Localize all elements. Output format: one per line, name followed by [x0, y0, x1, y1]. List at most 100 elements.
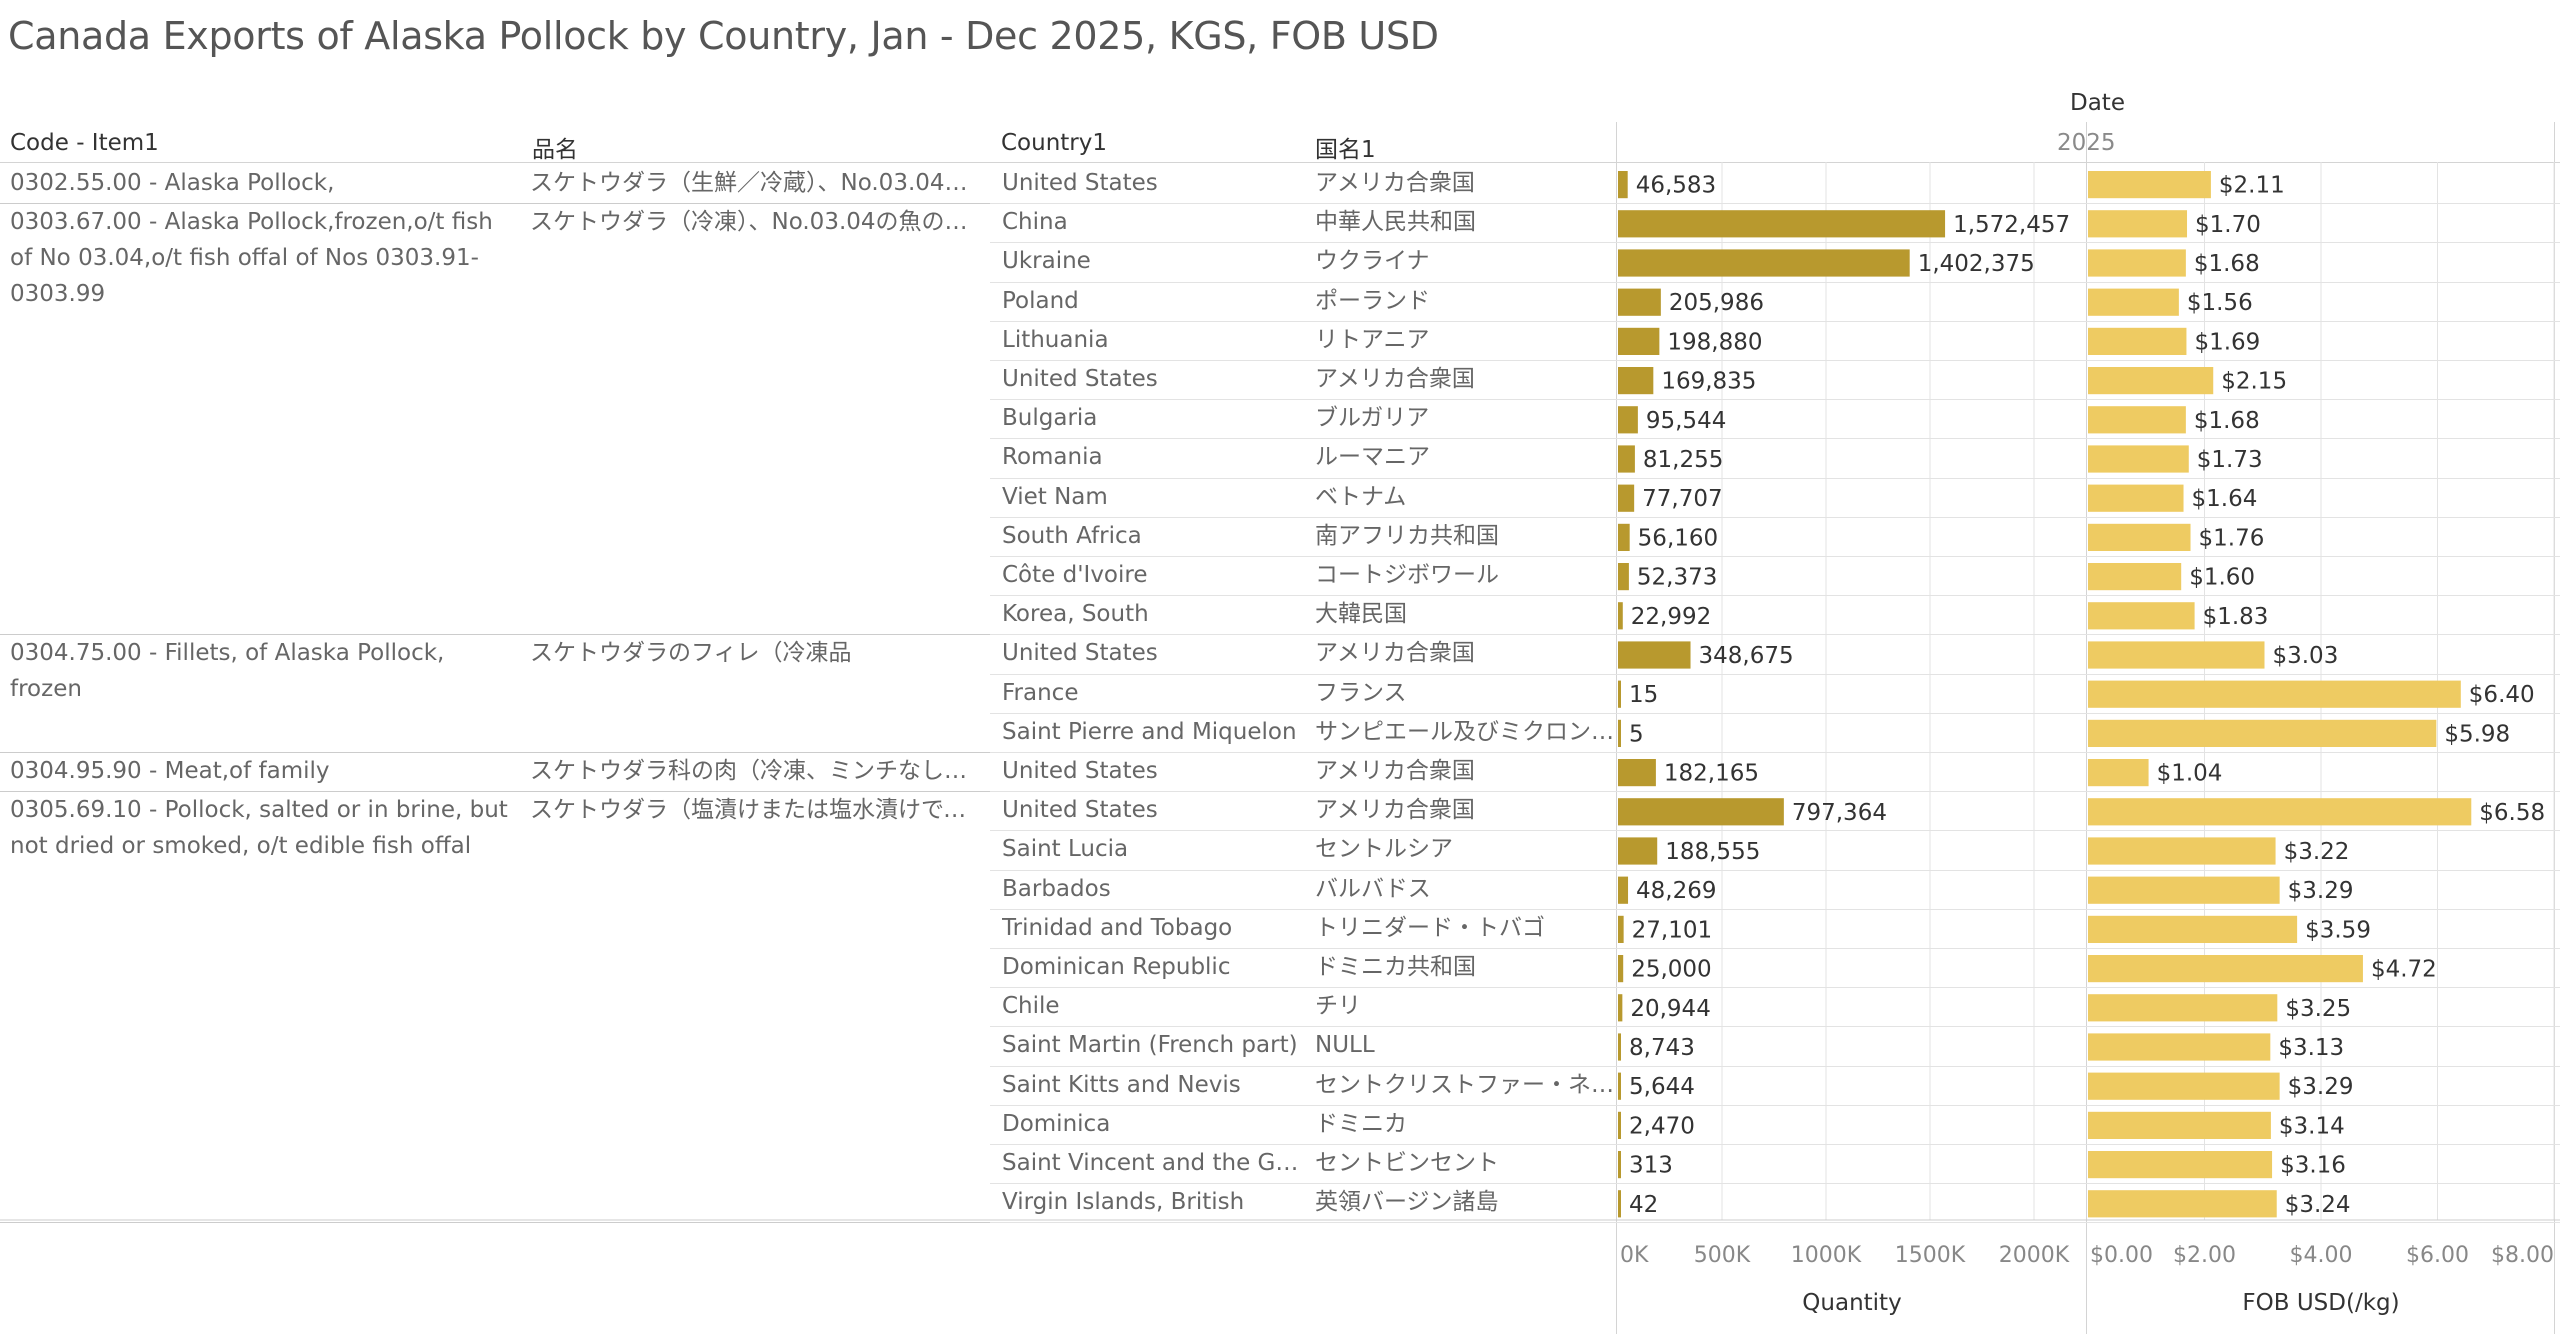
group-separator [0, 791, 1616, 793]
jp-country-cell[interactable]: アメリカ合衆国 [1315, 640, 1475, 667]
row-separator [990, 791, 2560, 793]
country-cell[interactable]: Viet Nam [1002, 483, 1108, 510]
country-cell[interactable]: Barbados [1002, 875, 1111, 902]
jp-country-cell[interactable]: ドミニカ共和国 [1315, 954, 1476, 980]
row-separator [990, 634, 2560, 636]
country-cell[interactable]: France [1002, 679, 1079, 706]
country-cell[interactable]: Côte d'Ivoire [1002, 562, 1148, 588]
row-separator [990, 399, 2560, 401]
country-cell[interactable]: Dominican Republic [1002, 954, 1231, 980]
country-cell[interactable]: Poland [1002, 287, 1079, 314]
row-separator [990, 1065, 2560, 1067]
chart-title: Canada Exports of Alaska Pollock by Coun… [8, 14, 1439, 58]
jp-name-column-header[interactable]: 品名 [532, 137, 578, 163]
jp-country-cell[interactable]: バルバドス [1315, 875, 1431, 902]
jp-country-cell[interactable]: 中華人民共和国 [1315, 209, 1476, 236]
code-item-cell[interactable]: 0304.75.00 - Fillets, of Alaska Pollock,… [10, 640, 445, 703]
row-separator [990, 673, 2560, 675]
code-item-cell[interactable]: 0303.67.00 - Alaska Pollock,frozen,o/t f… [10, 209, 493, 308]
jp-country-cell[interactable]: アメリカ合衆国 [1315, 758, 1475, 784]
jp-country-cell[interactable]: 南アフリカ共和国 [1315, 522, 1499, 549]
country-cell[interactable]: Saint Vincent and the Gre.. [1002, 1150, 1302, 1176]
row-separator [990, 752, 2560, 753]
jp-country-column-header[interactable]: 国名1 [1315, 137, 1376, 163]
country-column-header[interactable]: Country1 [1001, 130, 1108, 156]
country-cell[interactable]: Saint Kitts and Nevis [1002, 1071, 1241, 1098]
code-item-cell[interactable]: 0305.69.10 - Pollock, salted or in brine… [10, 797, 508, 860]
jp-country-cell[interactable]: リトアニア [1315, 326, 1430, 353]
row-separator [990, 438, 2560, 440]
country-cell[interactable]: United States [1002, 797, 1158, 824]
jp-country-cell[interactable]: ウクライナ [1315, 248, 1430, 275]
jp-country-cell[interactable]: NULL [1315, 1032, 1375, 1059]
quantity-panel-left-border [1616, 122, 1617, 1334]
country-cell[interactable]: United States [1002, 640, 1158, 667]
jp-name-cell[interactable]: スケトウダラ（生鮮／冷蔵）、No.03.04の魚を.. [530, 170, 985, 196]
row-separator [990, 360, 2560, 361]
group-separator [0, 203, 1616, 205]
row-separator [990, 203, 2560, 205]
jp-country-cell[interactable]: アメリカ合衆国 [1315, 366, 1475, 392]
row-separator [990, 1183, 2560, 1185]
group-separator [0, 1222, 1616, 1224]
row-separator [990, 1026, 2560, 1028]
country-cell[interactable]: China [1002, 209, 1068, 236]
jp-country-cell[interactable]: コートジボワール [1315, 562, 1499, 588]
jp-country-cell[interactable]: セントクリストファー・ネービス [1315, 1071, 1615, 1098]
country-cell[interactable]: Virgin Islands, British [1002, 1189, 1245, 1216]
country-cell[interactable]: Saint Lucia [1002, 836, 1129, 863]
price-panel-right-border [2554, 122, 2555, 1334]
row-separator [990, 556, 2560, 557]
row-separator [990, 948, 2560, 949]
row-separator [990, 516, 2560, 518]
row-separator [990, 477, 2560, 479]
country-cell[interactable]: Trinidad and Tobago [1002, 914, 1233, 941]
jp-country-cell[interactable]: フランス [1315, 679, 1407, 706]
country-cell[interactable]: United States [1002, 758, 1158, 784]
country-cell[interactable]: Dominica [1002, 1110, 1111, 1137]
country-cell[interactable]: United States [1002, 170, 1158, 196]
country-cell[interactable]: Korea, South [1002, 601, 1149, 628]
jp-country-cell[interactable]: 英領バージン諸島 [1315, 1189, 1499, 1216]
code-column-header[interactable]: Code - Item1 [10, 130, 159, 156]
row-separator [990, 242, 2560, 244]
jp-country-cell[interactable]: サンピエール及びミクロン（仏） [1315, 718, 1615, 745]
jp-country-cell[interactable]: ポーランド [1315, 287, 1430, 314]
group-separator [0, 634, 1616, 636]
jp-name-cell[interactable]: スケトウダラ科の肉（冷凍、ミンチなし、なし [530, 758, 985, 784]
country-cell[interactable]: Saint Martin (French part) [1002, 1032, 1298, 1059]
country-cell[interactable]: United States [1002, 366, 1158, 392]
code-item-cell[interactable]: 0302.55.00 - Alaska Pollock, fresh/chill… [10, 170, 335, 196]
jp-name-cell[interactable]: スケトウダラ（塩漬けまたは塩水漬けで、乾燥ま.. [530, 797, 985, 824]
jp-country-cell[interactable]: セントビンセント [1315, 1150, 1499, 1176]
row-separator [990, 987, 2560, 989]
date-column-group-header[interactable]: Date [2070, 90, 2125, 116]
row-separator [990, 712, 2560, 714]
jp-country-cell[interactable]: ドミニカ [1315, 1110, 1407, 1137]
country-cell[interactable]: Saint Pierre and Miquelon [1002, 718, 1297, 745]
country-cell[interactable]: Chile [1002, 993, 1060, 1020]
code-item-cell[interactable]: 0304.95.90 - Meat,of family Bregma,Eucli… [10, 758, 330, 784]
jp-country-cell[interactable]: ブルガリア [1315, 405, 1430, 432]
country-cell[interactable]: Romania [1002, 444, 1103, 471]
row-separator [990, 1222, 2560, 1224]
jp-country-cell[interactable]: ルーマニア [1315, 444, 1430, 471]
country-cell[interactable]: Bulgaria [1002, 405, 1098, 432]
country-cell[interactable]: Lithuania [1002, 326, 1109, 353]
jp-country-cell[interactable]: 大韓民国 [1315, 601, 1407, 628]
jp-name-cell[interactable]: スケトウダラのフィレ（冷凍品 [530, 640, 852, 667]
jp-country-cell[interactable]: チリ [1315, 993, 1361, 1020]
country-cell[interactable]: South Africa [1002, 522, 1142, 549]
jp-country-cell[interactable]: アメリカ合衆国 [1315, 797, 1475, 824]
jp-name-cell[interactable]: スケトウダラ（冷凍）、No.03.04の魚の一部、.. [530, 209, 985, 236]
row-separator [990, 281, 2560, 283]
jp-country-cell[interactable]: アメリカ合衆国 [1315, 170, 1475, 196]
jp-country-cell[interactable]: セントルシア [1315, 836, 1453, 863]
country-cell[interactable]: Ukraine [1002, 248, 1091, 275]
jp-country-cell[interactable]: トリニダード・トバゴ [1315, 914, 1545, 941]
row-separator [990, 1144, 2560, 1145]
jp-country-cell[interactable]: ベトナム [1315, 483, 1407, 510]
row-separator [990, 869, 2560, 871]
row-separator [990, 830, 2560, 832]
